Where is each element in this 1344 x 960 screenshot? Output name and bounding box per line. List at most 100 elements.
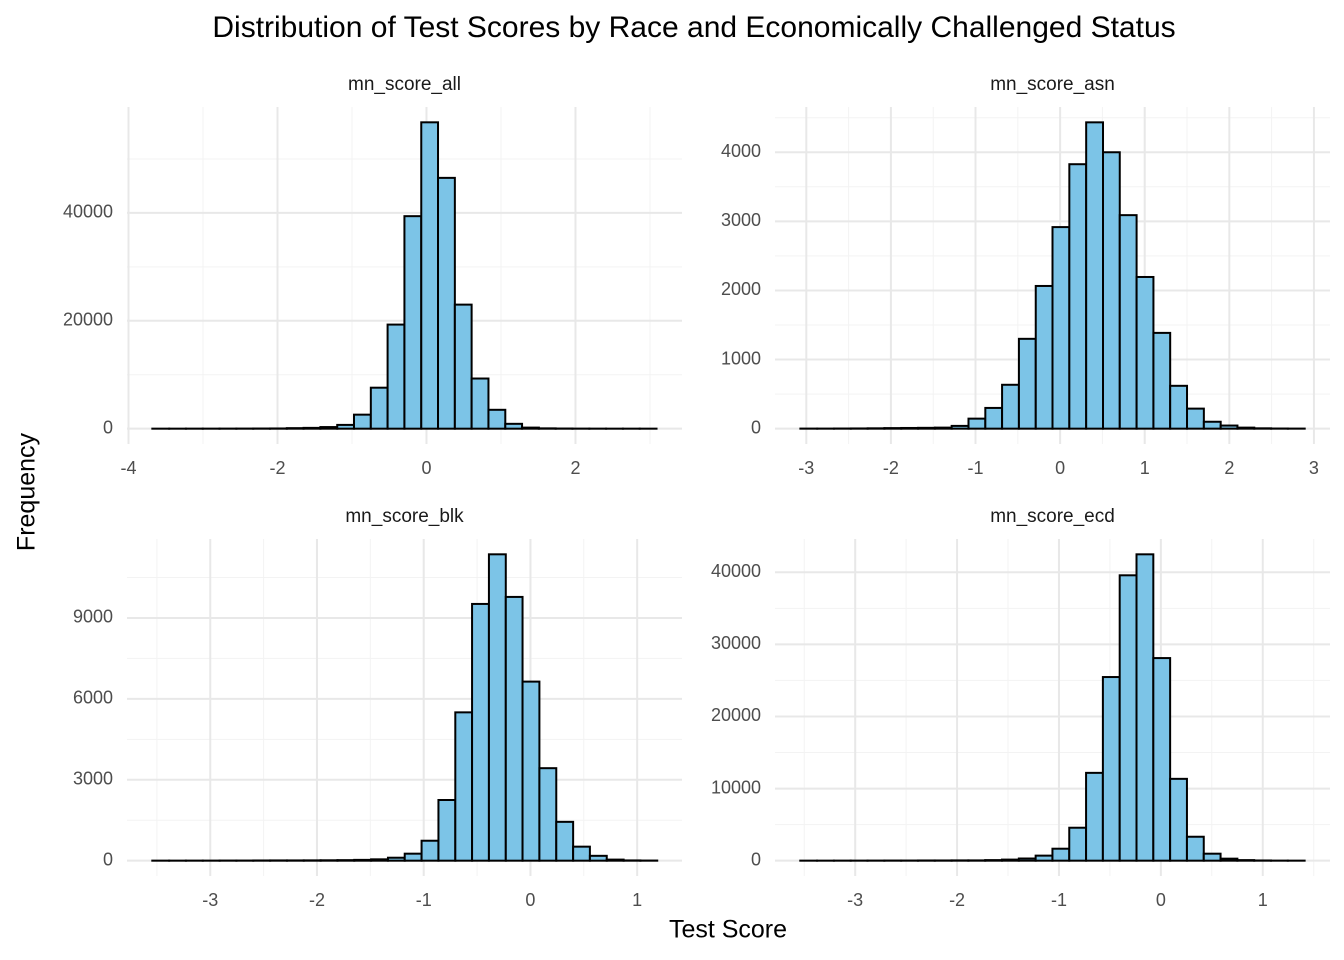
y-tick-label: 2000 [721, 279, 761, 299]
histogram-bar [403, 852, 423, 862]
histogram-bar [386, 856, 406, 862]
x-tick-label: 2 [1224, 458, 1234, 478]
histogram-bar [1102, 151, 1121, 430]
histogram-bar [504, 595, 524, 862]
histogram-bar [1118, 574, 1138, 862]
histogram-bar [420, 839, 440, 862]
histogram-bar [984, 406, 1004, 430]
x-tick-label: 1 [632, 890, 642, 910]
histogram-bar [1202, 852, 1222, 862]
x-tick-label: 1 [1140, 458, 1150, 478]
y-tick-label: 10000 [711, 777, 761, 797]
histogram-bar [1152, 657, 1172, 862]
histogram-bar [403, 215, 423, 430]
x-tick-label: 0 [525, 890, 535, 910]
histogram-bar [1185, 835, 1205, 862]
y-tick-label: 40000 [711, 561, 761, 581]
histogram-bar [1186, 407, 1205, 430]
y-tick-label: 6000 [73, 688, 113, 708]
histogram-bar [487, 553, 507, 862]
histogram-bar [437, 176, 456, 430]
y-tick-label: 3000 [721, 210, 761, 230]
x-tick-label: -3 [798, 458, 814, 478]
histogram-bar [538, 767, 558, 862]
histogram-bar [950, 424, 970, 430]
x-tick-label: -2 [269, 458, 285, 478]
x-tick-label: -2 [883, 458, 899, 478]
histogram-bar [437, 799, 457, 862]
x-tick-label: -3 [847, 890, 863, 910]
histogram-bar [1034, 284, 1054, 430]
histogram-bar [487, 408, 507, 430]
histogram-bar [471, 602, 490, 862]
facet-title: mn_score_asn [990, 74, 1115, 95]
histogram-bar [386, 323, 406, 430]
histogram-bar [504, 422, 524, 430]
histogram-bar [453, 303, 473, 430]
x-axis-title: Test Score [669, 916, 787, 944]
y-tick-label: 0 [751, 849, 761, 869]
histogram-bar [883, 427, 903, 430]
histogram-bar [588, 854, 608, 862]
y-axis-title: Frequency [13, 432, 41, 551]
x-tick-label: 2 [570, 458, 580, 478]
histogram-bar [1219, 857, 1239, 862]
histogram-bar [1135, 275, 1155, 430]
histogram-bar [1169, 384, 1189, 430]
y-tick-label: 20000 [711, 705, 761, 725]
facet-title: mn_score_blk [345, 506, 464, 527]
histogram-bar [302, 426, 322, 430]
histogram-bar [470, 377, 490, 430]
histogram-bar [1219, 424, 1239, 430]
histogram-bar [917, 426, 936, 430]
histogram-bar [336, 859, 356, 862]
facet-title: mn_score_all [348, 74, 461, 95]
histogram-bar [1085, 121, 1105, 430]
histogram-bar [572, 845, 591, 862]
x-tick-label: -1 [416, 890, 432, 910]
y-tick-label: 20000 [63, 310, 113, 330]
histogram-bar [319, 426, 339, 430]
y-tick-label: 0 [103, 417, 113, 437]
y-tick-label: 3000 [73, 769, 113, 789]
histogram-bar [984, 859, 1004, 862]
histogram-bar [1236, 426, 1256, 430]
histogram-bar [605, 858, 625, 862]
histogram-bar [1169, 777, 1188, 862]
histogram-bar [1101, 676, 1121, 862]
x-tick-label: 3 [1309, 458, 1319, 478]
histogram-bar [555, 820, 575, 862]
histogram-bar [933, 426, 953, 430]
x-tick-label: 1 [1258, 890, 1268, 910]
histogram-bar [521, 680, 541, 862]
x-tick-label: -2 [309, 890, 325, 910]
histogram-bar [900, 426, 920, 430]
histogram-bar [1068, 163, 1088, 430]
y-tick-label: 1000 [721, 348, 761, 368]
histogram-bar [1034, 854, 1054, 862]
x-tick-label: 0 [421, 458, 431, 478]
histogram-bar [353, 858, 373, 862]
x-tick-label: 0 [1156, 890, 1166, 910]
histogram-bar [370, 858, 389, 862]
histogram-bar [420, 121, 440, 430]
histogram-bar [1135, 553, 1155, 862]
y-tick-label: 4000 [721, 141, 761, 161]
histogram-bar [1068, 826, 1088, 862]
x-tick-label: 0 [1055, 458, 1065, 478]
histogram-bar [369, 386, 389, 430]
x-tick-label: -4 [120, 458, 136, 478]
y-tick-label: 0 [103, 849, 113, 869]
histogram-bar [1001, 858, 1020, 862]
histogram-bar [285, 427, 305, 430]
histogram-bar [967, 417, 987, 430]
histogram-bar [1118, 214, 1138, 430]
histogram-bar [1017, 337, 1037, 430]
histogram-bar [1017, 857, 1037, 862]
y-tick-label: 9000 [73, 607, 113, 627]
histogram-bar [1001, 383, 1020, 430]
x-tick-label: -1 [968, 458, 984, 478]
histogram-bar [1085, 771, 1104, 862]
histogram-bar [521, 426, 540, 430]
